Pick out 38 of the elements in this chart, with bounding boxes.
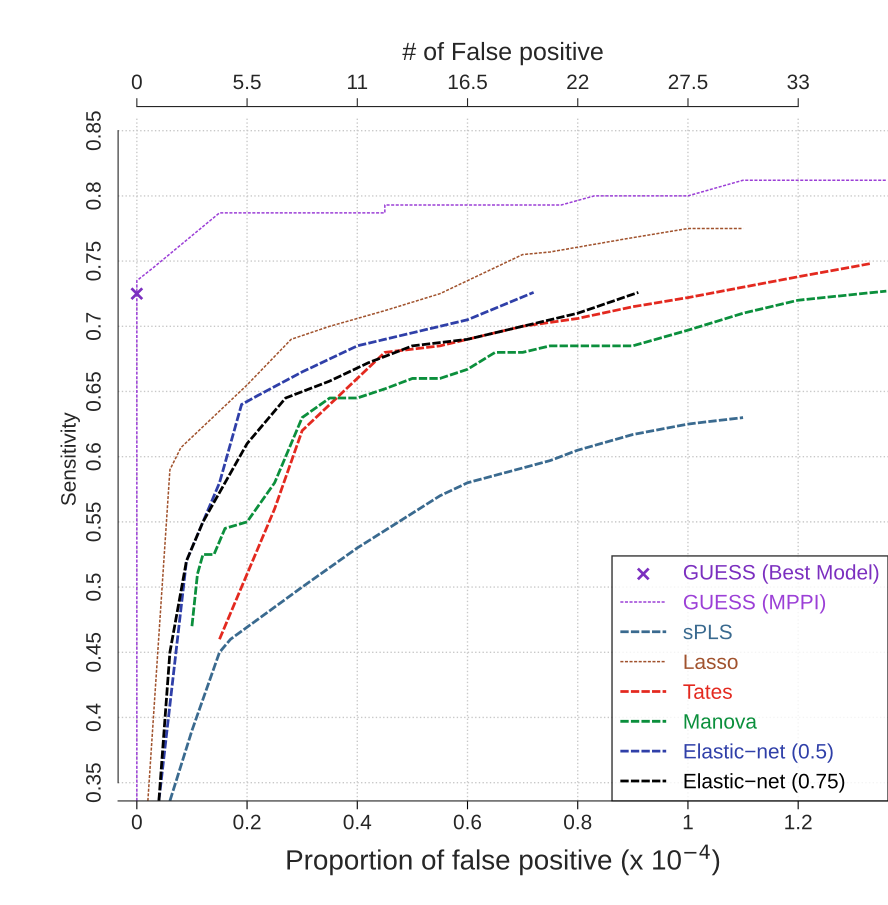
y-tick-label: 0.55 [86,502,101,542]
legend-label: sPLS [683,624,732,640]
legend-label: GUESS (MPPI) [684,594,826,614]
y-tick-label: 0.65 [86,372,101,411]
legend-label: Elastic−net (0.5) [684,743,833,763]
x-axis-title: Proportion of false positive (x 10$^{−4}$) [287,844,720,876]
x-tick-label: 0.2 [233,814,260,830]
line-series [157,290,640,801]
x-tick-label: 0 [132,814,142,830]
y-tick-label: 0.8 [86,182,101,210]
y-tick-label: 0.75 [86,242,101,281]
legend-label: Tates [683,684,732,699]
x2-tick-label: 5.5 [233,74,261,90]
x2-axis-title: # of False positive [402,42,603,66]
x2-tick-label: 27.5 [668,74,708,90]
x-tick-label: 0.4 [344,814,372,830]
line-series [136,179,888,801]
x2-tick-label: 11 [348,74,368,90]
y-tick-label: 0.7 [86,312,101,340]
legend-label: GUESS (Best Model) [684,564,878,584]
y-tick-label: 0.85 [86,111,101,150]
y-tick-label: 0.4 [86,704,101,732]
x2-tick-label: 16.5 [448,74,487,90]
y-axis-title: Sensitivity [60,412,80,506]
y-tick-label: 0.35 [86,763,101,802]
x-tick-label: 0.8 [564,814,592,830]
x2-tick-label: 33 [787,74,809,90]
x-tick-label: 1 [684,814,693,830]
x-tick-label: 0.6 [454,814,482,830]
legend-label: Elastic−net (0.75) [684,773,844,793]
x-tick-label: 1.2 [785,814,812,830]
legend-label: Lasso [684,654,738,670]
y-tick-label: 0.6 [86,443,101,470]
y-tick-label: 0.5 [86,573,101,601]
y-tick-label: 0.45 [86,632,101,672]
legend-label: Manova [684,714,757,729]
x2-tick-label: 22 [567,74,588,90]
x2-tick-label: 0 [132,74,142,90]
